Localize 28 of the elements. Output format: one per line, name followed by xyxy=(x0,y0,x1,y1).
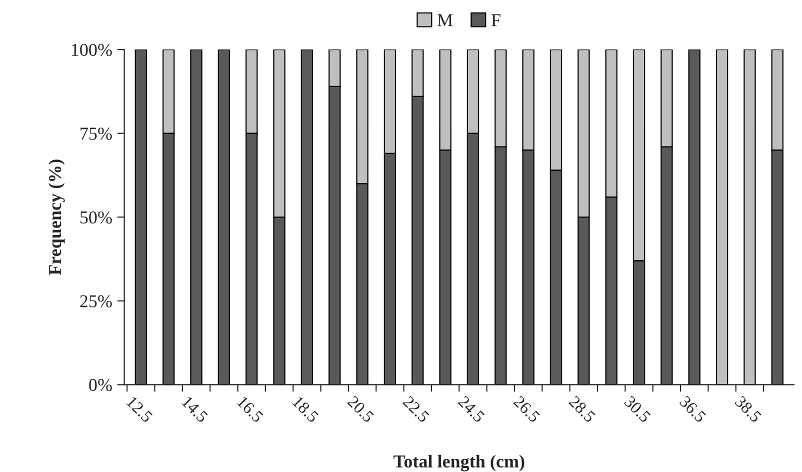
y-tick-label: 100% xyxy=(72,44,112,56)
x-axis-title: Total length (cm) xyxy=(394,454,524,472)
x-tick-label: 18.5 xyxy=(292,396,320,423)
bar xyxy=(744,50,756,385)
legend-label: F xyxy=(492,14,500,26)
y-tick-label: 50% xyxy=(80,211,112,224)
x-tick-label: 24.5 xyxy=(458,395,486,423)
x-tick-label: 26.5 xyxy=(512,395,541,423)
x-tick-label: 22.5 xyxy=(402,395,430,423)
x-tick-label: 38.5 xyxy=(734,395,762,423)
y-tick-label: 25% xyxy=(80,295,112,308)
legend-label: M xyxy=(438,14,453,26)
x-tick-label: 14.5 xyxy=(181,396,208,423)
bar xyxy=(716,50,728,385)
bar xyxy=(134,50,148,385)
bar xyxy=(300,50,314,385)
bar xyxy=(688,50,700,385)
x-tick-label: 36.5 xyxy=(679,395,707,423)
x-tick-label: 30.5 xyxy=(624,395,652,423)
x-tick-label: 16.5 xyxy=(236,396,264,423)
y-tick-label: 75% xyxy=(80,128,112,140)
x-tick-label: 12.5 xyxy=(126,396,154,423)
x-tick-label: 28.5 xyxy=(568,395,596,423)
x-tick-label: 20.5 xyxy=(346,395,375,423)
bar xyxy=(218,50,230,385)
y-axis-title: Frequency (%) xyxy=(48,160,65,276)
bar xyxy=(190,50,202,385)
y-tick-label: 0% xyxy=(89,378,112,392)
